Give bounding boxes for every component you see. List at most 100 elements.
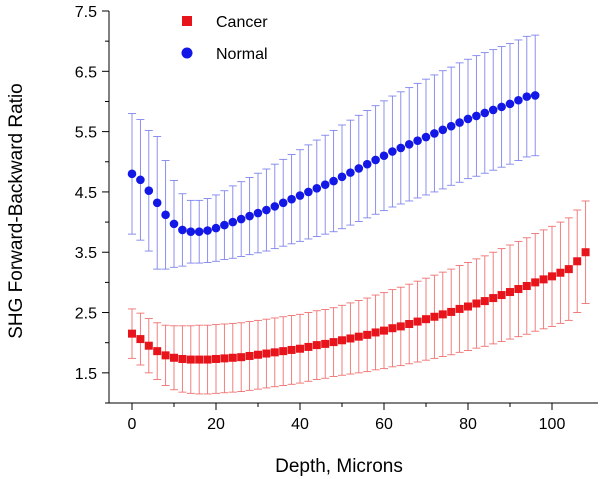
cancer-point [472, 299, 481, 308]
x-axis-title: Depth, Microns [275, 456, 403, 477]
cancer-point [396, 322, 405, 331]
normal-point [346, 168, 355, 177]
cancer-point [136, 335, 145, 344]
cancer-point [464, 302, 472, 311]
cancer-point [506, 288, 514, 297]
cancer-point [228, 353, 237, 362]
normal-point [161, 210, 170, 220]
normal-point [497, 102, 506, 112]
x-tick-label: 60 [375, 416, 393, 433]
cancer-point [531, 278, 540, 287]
normal-point [262, 205, 271, 215]
legend: Cancer Normal [181, 14, 268, 63]
cancer-point [321, 339, 330, 348]
cancer-point [287, 345, 296, 354]
normal-point [136, 175, 145, 185]
data-markers [127, 91, 590, 364]
cancer-point [279, 347, 288, 356]
cancer-point [161, 351, 170, 360]
normal-point [270, 202, 280, 211]
legend-marker-normal [181, 47, 193, 59]
cancer-point [203, 355, 212, 364]
y-tick-label: 4.5 [75, 185, 97, 202]
legend-marker-cancer [182, 16, 192, 26]
cancer-point [270, 348, 279, 357]
cancer-point [497, 291, 506, 300]
cancer-point [581, 248, 590, 257]
x-tick-label: 80 [459, 416, 477, 433]
normal-point [488, 105, 498, 115]
normal-point [455, 118, 464, 127]
cancer-point [548, 272, 556, 281]
normal-point [362, 159, 372, 169]
cancer-point [212, 354, 220, 363]
cancer-point [455, 304, 464, 313]
y-axis-title: SHG Forward-Backward Ratio [6, 83, 27, 339]
normal-point [194, 227, 204, 237]
cancer-point [262, 349, 271, 358]
normal-point [396, 143, 406, 153]
normal-point [127, 169, 137, 179]
cancer-point [422, 315, 430, 324]
cancer-point [128, 329, 136, 338]
y-tick-label: 1.5 [75, 366, 97, 383]
y-tick-label: 7.5 [75, 4, 97, 21]
cancer-point [556, 268, 565, 277]
cancer-point [354, 332, 363, 341]
cancer-point [245, 351, 254, 360]
cancer-point [346, 334, 355, 343]
cancer-point [363, 330, 372, 339]
normal-point [438, 125, 448, 135]
normal-point [278, 198, 288, 208]
cancer-point [480, 297, 489, 306]
normal-point [220, 220, 229, 230]
cancer-point [296, 344, 304, 353]
normal-point [472, 111, 481, 121]
x-tick-label: 100 [539, 416, 566, 433]
cancer-point [304, 342, 313, 351]
legend-label-normal: Normal [216, 46, 268, 63]
normal-point [404, 139, 414, 149]
cancer-point [178, 354, 187, 363]
normal-point [245, 211, 254, 221]
normal-point [505, 99, 515, 109]
normal-point [320, 180, 330, 189]
cancer-point [564, 265, 573, 274]
cancer-point [514, 285, 523, 294]
normal-point [430, 129, 439, 138]
normal-point [446, 121, 456, 131]
normal-point [304, 187, 313, 197]
cancer-point [220, 354, 229, 363]
x-tick-label: 40 [291, 416, 309, 433]
normal-point [186, 227, 196, 237]
normal-point [337, 172, 347, 182]
normal-point [480, 108, 490, 118]
normal-point [514, 95, 523, 105]
cancer-point [430, 312, 439, 321]
cancer-point [447, 307, 456, 316]
cancer-point [380, 326, 388, 335]
normal-point [295, 191, 305, 200]
axes [108, 11, 598, 404]
normal-point [530, 91, 540, 100]
cancer-point [254, 350, 262, 359]
cancer-point [388, 324, 397, 333]
normal-point [203, 226, 212, 235]
normal-point [312, 184, 322, 193]
cancer-point [186, 355, 195, 364]
normal-point [388, 147, 397, 156]
cancer-point [371, 328, 380, 337]
cancer-point [153, 347, 162, 356]
cancer-point [144, 341, 153, 350]
cancer-point [338, 336, 346, 345]
normal-point [211, 223, 221, 233]
y-tick-label: 3.5 [75, 245, 97, 262]
legend-label-cancer: Cancer [216, 14, 268, 31]
cancer-point [489, 294, 498, 303]
normal-point [287, 194, 296, 204]
normal-point [329, 176, 338, 186]
normal-point [421, 132, 431, 142]
cancer-point [195, 355, 204, 364]
normal-point [169, 219, 179, 229]
cancer-point [405, 319, 414, 328]
